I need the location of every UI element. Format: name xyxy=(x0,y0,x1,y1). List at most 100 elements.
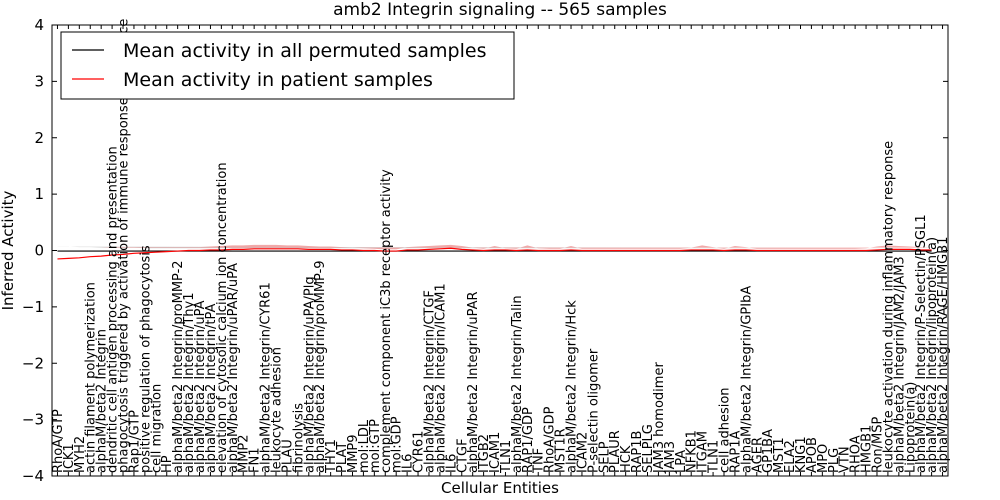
line-patient xyxy=(57,247,932,260)
category-label: fibrinolysis xyxy=(291,403,306,473)
category-label: mol:GTP xyxy=(368,419,383,473)
category-label: TNF xyxy=(532,448,547,474)
category-label: HMGB1 xyxy=(860,425,875,473)
category-label: APOB xyxy=(805,437,820,473)
x-axis-title: Cellular Entities xyxy=(441,479,559,497)
category-label: RhoA/GTP xyxy=(51,409,66,473)
y-tick-label: −4 xyxy=(22,467,44,485)
category-label: TLN1 xyxy=(707,440,722,474)
category-label: alphaM/beta2 Integrin/P-Selectin/PSGL1 xyxy=(914,214,929,473)
category-label: MMP9 xyxy=(346,434,361,473)
y-tick-label: 3 xyxy=(34,72,44,90)
legend: Mean activity in all permuted samples Me… xyxy=(60,31,515,100)
category-label: MST1 xyxy=(772,437,787,473)
category-label: cell migration xyxy=(149,384,164,473)
category-label: RAP1A xyxy=(728,430,743,473)
category-label: alphaM/beta2 Integrin/proMMP-2 xyxy=(171,260,186,473)
category-label: complement component iC3b receptor activ… xyxy=(379,169,394,473)
category-label: alphaM/beta2 Integrin/tPA xyxy=(204,304,219,473)
y-tick-label: 2 xyxy=(34,129,44,147)
chart-title: amb2 Integrin signaling -- 565 samples xyxy=(333,0,667,20)
category-label: mol:LDL xyxy=(357,419,372,473)
y-tick-label: 1 xyxy=(34,185,44,203)
category-label: MMP2 xyxy=(237,434,252,473)
category-label: alphaM/beta2 Integrin/RAGE/HMGB1 xyxy=(936,237,951,473)
category-label: Rap1/GTP xyxy=(127,410,142,473)
y-tick-label: 4 xyxy=(34,16,44,34)
category-label: ELA2 xyxy=(783,440,798,473)
category-label: alphaM/beta2 Integrin/ICAM1 xyxy=(433,283,448,473)
category-label: HP xyxy=(160,455,175,473)
category-label: KNG1 xyxy=(794,436,809,473)
band-patient xyxy=(57,244,932,250)
legend-box xyxy=(60,31,515,100)
category-label: mol:GDP xyxy=(390,416,405,473)
category-label: ICAM1 xyxy=(488,432,503,473)
category-label: alphaM/beta2 Integrin/GPIbA xyxy=(739,286,754,473)
category-label: alphaM/beta2 Integrin/CTGF xyxy=(422,290,437,473)
category-label: TLN1 xyxy=(499,440,514,474)
series-lines xyxy=(57,247,932,260)
category-label: MYH2 xyxy=(73,436,88,473)
category-label: VTN xyxy=(838,446,853,473)
category-label: RAP1B xyxy=(630,431,645,473)
category-label: NFKB1 xyxy=(685,430,700,473)
category-label: alphaM/beta2 Integrin/Talin xyxy=(510,295,525,473)
category-label: PLAUR xyxy=(608,430,623,473)
y-axis: 4 3 2 1 0 −1 −2 −3 −4 xyxy=(22,16,948,485)
y-tick-label: −2 xyxy=(22,354,44,372)
category-label: phagocytosis triggered by activation of … xyxy=(117,19,132,473)
category-label: IL6 xyxy=(401,454,416,473)
category-label: SELPLG xyxy=(641,424,656,473)
category-label: PLAT xyxy=(335,442,350,473)
category-label: JAM3 xyxy=(663,441,678,474)
category-label: alphaM/beta2 Integrin xyxy=(95,329,110,473)
legend-label-patient: Mean activity in patient samples xyxy=(123,69,433,91)
confidence-bands xyxy=(57,244,932,250)
category-label: CTGF xyxy=(455,438,470,473)
category-label: AGER xyxy=(750,437,765,473)
category-label: JAM3 homodimer xyxy=(652,362,667,474)
category-label: alphaM/beta2 Integrin/uPA xyxy=(193,300,208,473)
category-label: alphaM/beta2 Integrin/proMMP-9 xyxy=(313,260,328,473)
category-label: alphaM/beta2 Integrin/uPAR xyxy=(466,291,481,473)
category-label: ITGB2 xyxy=(477,434,492,473)
category-label: positive regulation of phagocytosis xyxy=(138,245,153,473)
category-label: HCK xyxy=(619,445,634,473)
y-axis-title: Inferred Activity xyxy=(0,190,17,310)
category-label: RHOA xyxy=(849,435,864,473)
category-label: dendritic cell antigen processing and pr… xyxy=(106,146,121,473)
category-label: PLAU xyxy=(280,439,295,473)
x-axis xyxy=(56,25,944,476)
legend-label-permuted: Mean activity in all permuted samples xyxy=(123,40,486,62)
category-label: IL6 xyxy=(444,454,459,473)
category-label: Lipoprotein(a) xyxy=(903,382,918,473)
category-label: RAP1/GDP xyxy=(521,407,536,473)
category-label: alphaM/beta2 Integrin/Hck xyxy=(565,300,580,473)
category-label: elevation of cytosolic calcium ion conce… xyxy=(215,162,230,473)
category-label: GP1BA xyxy=(761,429,776,473)
category-label: alphaM/beta2 Integrin/Thy1 xyxy=(182,293,197,474)
category-label: ICAM2 xyxy=(575,432,590,473)
category-label: LPA xyxy=(674,450,689,473)
category-label: CYR61 xyxy=(412,431,427,473)
category-label: SELP xyxy=(597,441,612,473)
category-label: alphaM/beta2 Integrin/lipoprotein(a) xyxy=(925,237,940,473)
category-label: alphaM/beta2 Integrin/CYR61 xyxy=(259,282,274,473)
category-label: actin filament polymerization xyxy=(84,282,99,473)
category-label: alphaM/beta2 Integrin/uPA/Plg xyxy=(302,276,317,473)
category-label: leukocyte adhesion xyxy=(270,347,285,473)
category-label: ICK1 xyxy=(62,443,77,473)
category-label: cell adhesion xyxy=(718,387,733,473)
y-tick-label: 0 xyxy=(34,242,44,260)
category-label: RhoA/GDP xyxy=(543,406,558,473)
y-tick-label: −1 xyxy=(22,298,44,316)
category-label: alphaM/beta2 Integrin/uPAR/uPA xyxy=(226,263,241,473)
category-label: FN1 xyxy=(248,448,263,473)
category-label: Ron/MSP xyxy=(870,417,885,473)
category-label: P-selectin oligomer xyxy=(586,348,601,473)
category-label: MPO xyxy=(816,444,831,473)
category-label: THY1 xyxy=(324,439,339,474)
